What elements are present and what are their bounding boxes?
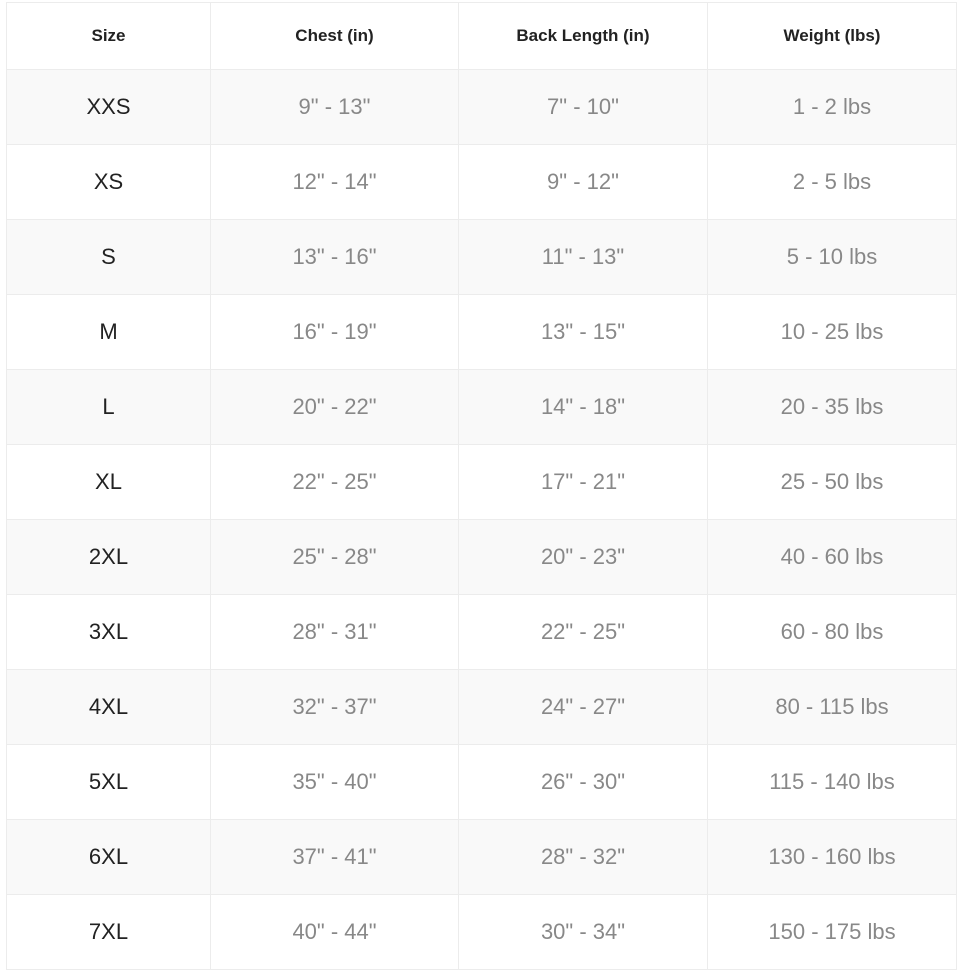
cell-back-length: 13" - 15" [458,294,708,370]
table-row: 6XL 37" - 41" 28" - 32" 130 - 160 lbs [6,819,957,895]
cell-chest: 25" - 28" [210,519,459,595]
table-row: XXS 9" - 13" 7" - 10" 1 - 2 lbs [6,69,957,145]
cell-back-length: 22" - 25" [458,594,708,670]
table-row: 3XL 28" - 31" 22" - 25" 60 - 80 lbs [6,594,957,670]
size-chart-table: Size Chest (in) Back Length (in) Weight … [6,2,957,970]
table-row: 5XL 35" - 40" 26" - 30" 115 - 140 lbs [6,744,957,820]
cell-weight: 5 - 10 lbs [707,219,957,295]
header-weight: Weight (lbs) [707,2,957,70]
cell-weight: 80 - 115 lbs [707,669,957,745]
cell-size: 3XL [6,594,211,670]
cell-back-length: 9" - 12" [458,144,708,220]
cell-weight: 25 - 50 lbs [707,444,957,520]
cell-size: L [6,369,211,445]
cell-weight: 60 - 80 lbs [707,594,957,670]
cell-size: 7XL [6,894,211,970]
table-row: 4XL 32" - 37" 24" - 27" 80 - 115 lbs [6,669,957,745]
cell-back-length: 28" - 32" [458,819,708,895]
cell-back-length: 24" - 27" [458,669,708,745]
cell-size: 6XL [6,819,211,895]
cell-chest: 22" - 25" [210,444,459,520]
cell-chest: 28" - 31" [210,594,459,670]
table-row: 7XL 40" - 44" 30" - 34" 150 - 175 lbs [6,894,957,970]
cell-size: S [6,219,211,295]
cell-size: XXS [6,69,211,145]
cell-size: 4XL [6,669,211,745]
cell-size: XS [6,144,211,220]
cell-back-length: 20" - 23" [458,519,708,595]
header-back-length: Back Length (in) [458,2,708,70]
header-chest: Chest (in) [210,2,459,70]
table-row: L 20" - 22" 14" - 18" 20 - 35 lbs [6,369,957,445]
table-row: 2XL 25" - 28" 20" - 23" 40 - 60 lbs [6,519,957,595]
cell-back-length: 26" - 30" [458,744,708,820]
cell-size: M [6,294,211,370]
cell-back-length: 11" - 13" [458,219,708,295]
cell-weight: 40 - 60 lbs [707,519,957,595]
cell-size: XL [6,444,211,520]
cell-weight: 130 - 160 lbs [707,819,957,895]
cell-weight: 115 - 140 lbs [707,744,957,820]
table-row: XS 12" - 14" 9" - 12" 2 - 5 lbs [6,144,957,220]
cell-chest: 32" - 37" [210,669,459,745]
table-row: XL 22" - 25" 17" - 21" 25 - 50 lbs [6,444,957,520]
cell-size: 5XL [6,744,211,820]
cell-chest: 12" - 14" [210,144,459,220]
cell-size: 2XL [6,519,211,595]
cell-chest: 13" - 16" [210,219,459,295]
cell-back-length: 30" - 34" [458,894,708,970]
cell-weight: 150 - 175 lbs [707,894,957,970]
cell-chest: 37" - 41" [210,819,459,895]
cell-chest: 40" - 44" [210,894,459,970]
cell-back-length: 14" - 18" [458,369,708,445]
cell-weight: 10 - 25 lbs [707,294,957,370]
cell-back-length: 17" - 21" [458,444,708,520]
cell-chest: 35" - 40" [210,744,459,820]
cell-chest: 16" - 19" [210,294,459,370]
cell-back-length: 7" - 10" [458,69,708,145]
cell-weight: 1 - 2 lbs [707,69,957,145]
cell-weight: 20 - 35 lbs [707,369,957,445]
header-size: Size [6,2,211,70]
header-row: Size Chest (in) Back Length (in) Weight … [6,2,957,70]
cell-chest: 9" - 13" [210,69,459,145]
table-row: M 16" - 19" 13" - 15" 10 - 25 lbs [6,294,957,370]
cell-weight: 2 - 5 lbs [707,144,957,220]
cell-chest: 20" - 22" [210,369,459,445]
table-row: S 13" - 16" 11" - 13" 5 - 10 lbs [6,219,957,295]
